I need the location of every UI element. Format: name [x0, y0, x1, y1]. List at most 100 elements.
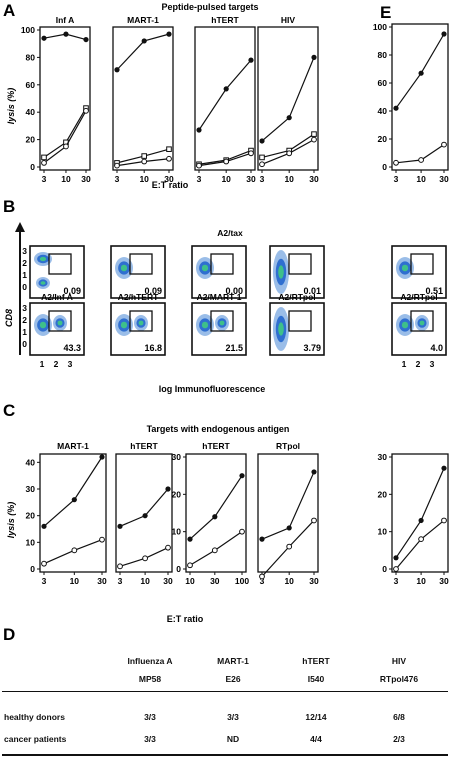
plot-frame — [185, 453, 247, 573]
cd8-population-center — [278, 322, 284, 336]
cd8-population-center — [278, 265, 284, 279]
x-tick-label: 30 — [309, 576, 319, 586]
x-tick-label: 2 — [54, 359, 59, 369]
cd8-population-center — [201, 264, 209, 272]
data-point-filled — [141, 38, 147, 44]
y-tick-label: 0 — [22, 282, 27, 292]
x-tick-label: 30 — [97, 576, 107, 586]
series-line — [198, 59, 252, 131]
tetramer-positive-population-center — [219, 320, 225, 326]
table-row-label: healthy donors — [4, 712, 65, 722]
gate-percentage: 16.8 — [144, 343, 162, 353]
flow-plot-label: A2/MART-1 — [197, 292, 242, 302]
data-point-open — [117, 563, 123, 570]
x-tick-label: 10 — [284, 174, 294, 184]
table-header-col1-epitope: MP58 — [138, 674, 162, 684]
gate-percentage: 0.00 — [225, 286, 243, 296]
tetramer-positive-population-center — [138, 320, 144, 326]
data-point-filled — [393, 555, 399, 561]
data-point-square — [141, 153, 147, 159]
y-tick-label: 0 — [30, 162, 35, 172]
data-point-open — [311, 136, 317, 143]
series-line — [261, 57, 315, 142]
flow-plot-frame — [29, 245, 85, 299]
data-point-filled — [239, 473, 245, 479]
x-tick-label: 10 — [284, 576, 294, 586]
data-point-filled — [311, 469, 317, 475]
data-point-open — [259, 161, 265, 168]
cd8-low-population-center — [40, 281, 46, 285]
data-point-filled — [142, 513, 148, 519]
data-point-open — [441, 517, 447, 524]
subplot-title: HIV — [281, 15, 296, 25]
flow-plot: 4.0 — [391, 302, 447, 356]
subplot-title: hTERT — [202, 441, 230, 451]
x-tick-label: 10 — [139, 174, 149, 184]
y-tick-label: 1 — [22, 327, 27, 337]
data-point-open — [239, 528, 245, 535]
y-tick-label: 30 — [172, 452, 182, 462]
panel-b-yaxis: CD8 — [4, 222, 25, 355]
tetramer-gate — [210, 253, 234, 275]
y-tick-label: 0 — [176, 564, 181, 574]
table-cell: 12/14 — [305, 712, 327, 722]
y-tick-label: 2 — [22, 315, 27, 325]
data-point-square — [41, 154, 47, 161]
data-point-open — [418, 157, 424, 163]
tetramer-gate — [48, 310, 72, 332]
table-header-col2-name: MART-1 — [217, 656, 249, 666]
cd8-population-center — [120, 264, 128, 272]
data-point-open — [187, 562, 193, 569]
flow-plot: 43.3 — [29, 302, 85, 356]
y-tick-label: 40 — [378, 106, 388, 116]
tetramer-gate — [210, 310, 234, 332]
x-tick-label: 3 — [260, 174, 265, 184]
x-tick-label: 30 — [163, 576, 173, 586]
data-point-open — [83, 107, 89, 114]
flow-plot: 0.09 — [110, 245, 166, 299]
x-tick-label: 30 — [439, 174, 449, 184]
tetramer-positive-population-center — [57, 320, 63, 326]
y-tick-label: 0 — [382, 162, 387, 172]
data-point-filled — [259, 138, 265, 144]
x-tick-label: 3 — [115, 174, 120, 184]
gate-percentage: 0.51 — [425, 286, 443, 296]
table-header-col3-epitope: I540 — [307, 674, 325, 684]
gate-percentage: 4.0 — [430, 343, 443, 353]
cd8-high-population-center — [39, 256, 47, 262]
panel-letter-e: E — [380, 3, 391, 22]
x-tick-label: 3 — [42, 576, 47, 586]
data-point-open — [418, 536, 424, 543]
data-point-filled — [165, 486, 171, 492]
data-point-filled — [166, 31, 172, 37]
data-point-filled — [41, 35, 47, 41]
gate-percentage: 43.3 — [63, 343, 81, 353]
data-point-filled — [117, 523, 123, 529]
data-point-open — [393, 566, 399, 572]
plot-frame — [112, 26, 174, 171]
table-rule-top — [2, 691, 448, 692]
panel-a-title: Peptide-pulsed targets — [161, 2, 258, 12]
flow-plot: 0.51 — [391, 245, 447, 299]
x-tick-label: 3 — [42, 174, 47, 184]
panel-letter-d: D — [3, 625, 15, 644]
flow-plot: 21.5 — [191, 302, 247, 356]
x-tick-label: 30 — [81, 174, 91, 184]
data-point-open — [441, 141, 447, 148]
data-point-filled — [418, 517, 424, 524]
y-tick-label: 80 — [26, 52, 36, 62]
y-tick-label: 60 — [26, 80, 36, 90]
series-line — [395, 467, 445, 559]
data-point-open — [393, 159, 399, 166]
x-tick-label: 10 — [185, 576, 195, 586]
y-tick-label: 30 — [378, 452, 388, 462]
tetramer-gate — [410, 310, 434, 332]
panel-a-xlabel: E:T ratio — [152, 180, 189, 190]
data-point-open — [71, 547, 78, 554]
panel-b-flow-plots: 0.09 0.09 0.00 0.01 A2/Inf A 43.3 A2/hTERT 16.8… — [22, 245, 447, 369]
x-tick-label: 3 — [430, 359, 435, 369]
data-point-open — [248, 150, 254, 157]
table-cell: 6/8 — [393, 712, 405, 722]
